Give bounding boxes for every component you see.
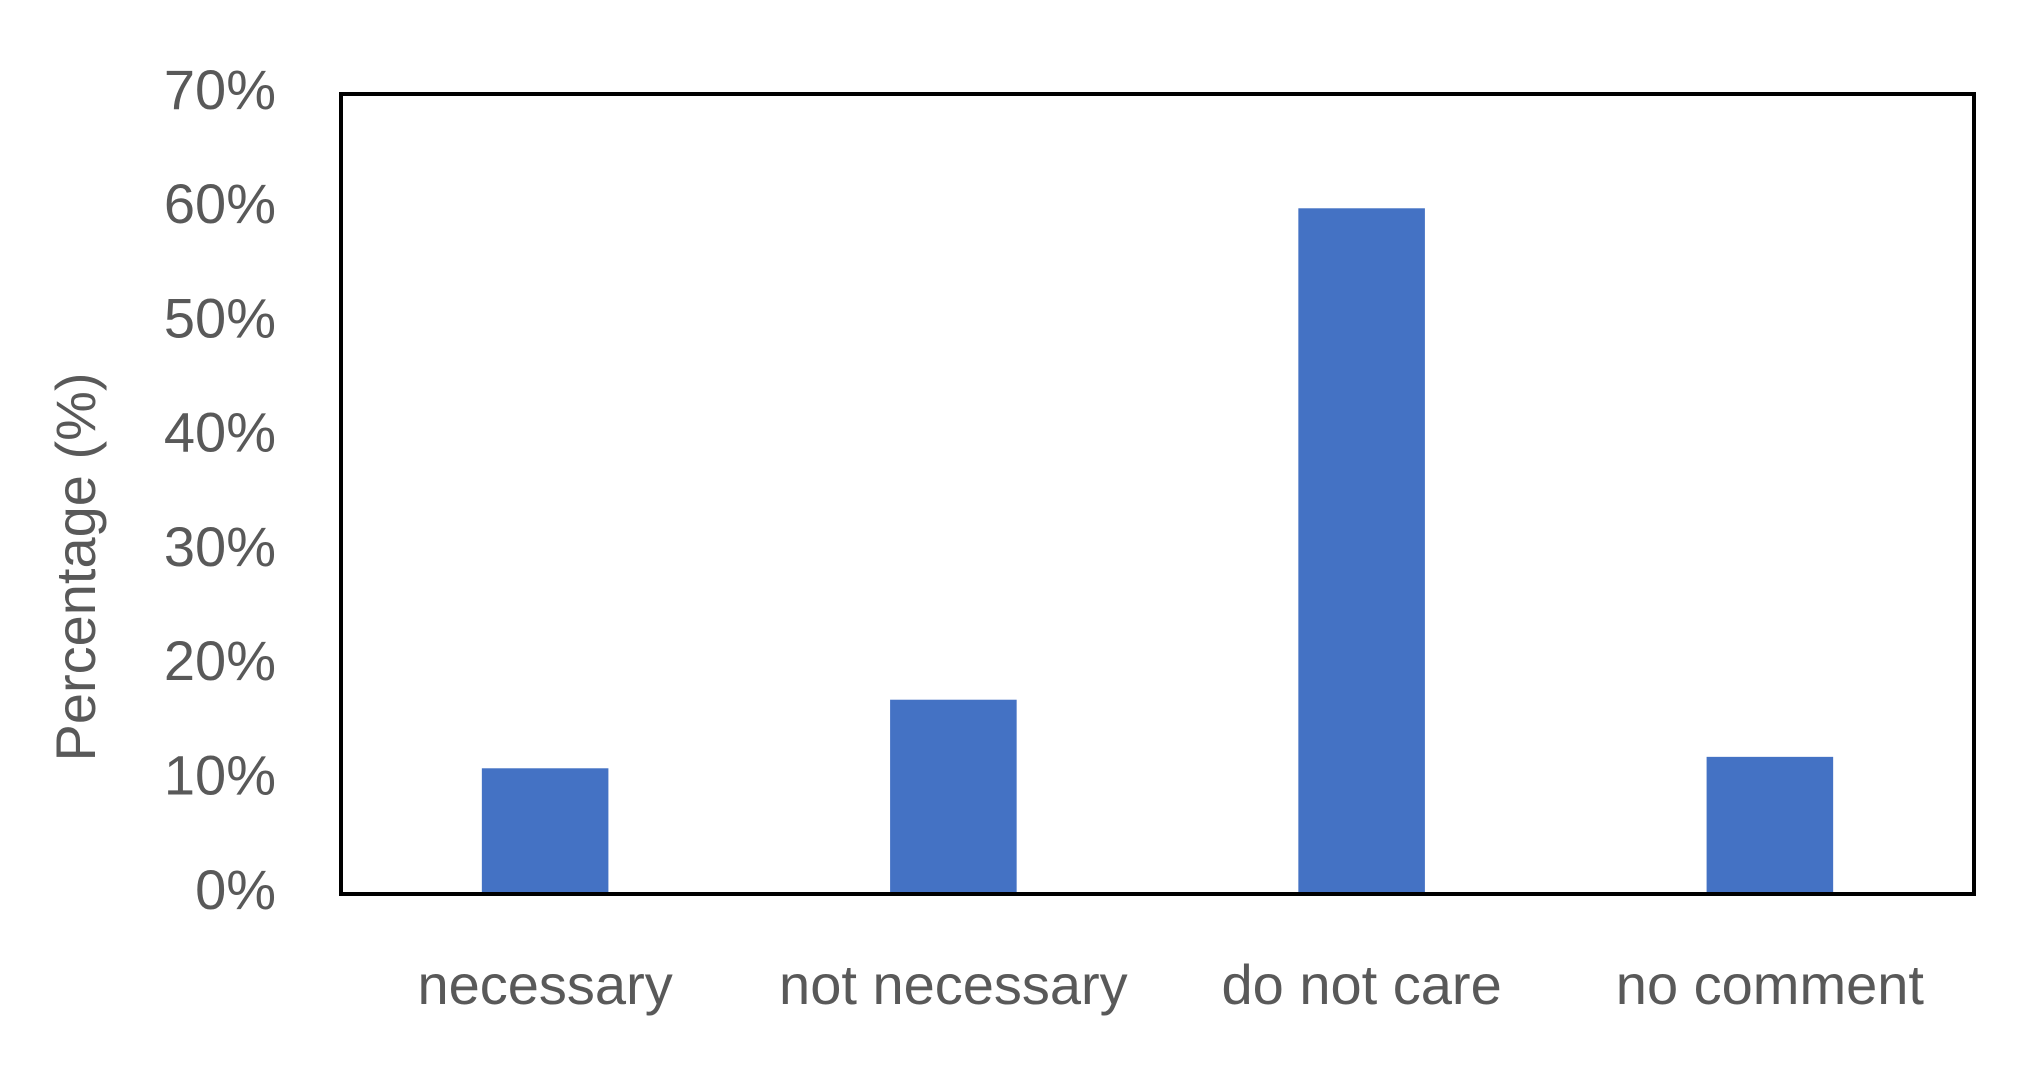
y-tick-label: 0% — [195, 858, 276, 921]
y-tick-label: 70% — [164, 58, 276, 121]
x-tick-label: not necessary — [779, 953, 1128, 1016]
x-tick-label: no comment — [1616, 953, 1925, 1016]
y-tick-label: 10% — [164, 744, 276, 807]
bar — [1298, 208, 1425, 895]
bar — [1706, 756, 1834, 894]
y-tick-label: 50% — [164, 286, 276, 349]
x-tick-label: necessary — [418, 953, 673, 1016]
y-axis-title: Percentage (%) — [44, 372, 107, 761]
bar — [890, 699, 1017, 894]
x-tick-label: do not care — [1222, 953, 1502, 1016]
y-tick-label: 20% — [164, 629, 276, 692]
y-tick-label: 40% — [164, 401, 276, 464]
bar — [481, 768, 609, 894]
y-tick-label: 30% — [164, 515, 276, 578]
y-tick-label: 60% — [164, 172, 276, 235]
plot-frame — [339, 92, 1976, 896]
